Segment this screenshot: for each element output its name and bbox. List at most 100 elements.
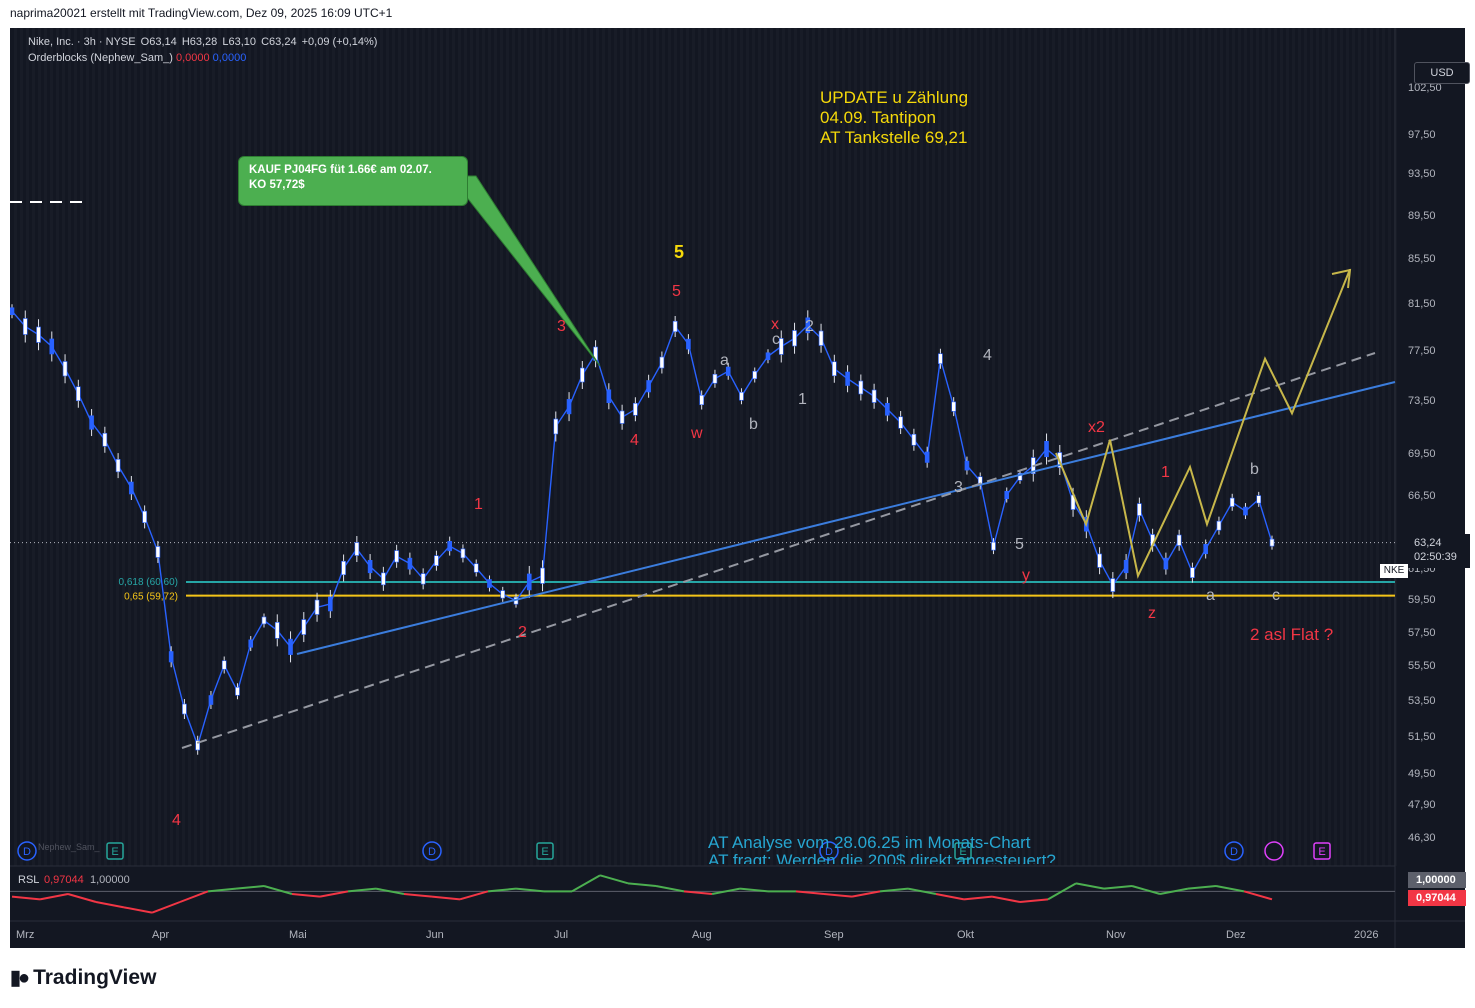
session-stripe	[122, 28, 125, 866]
wave-label: 4	[983, 347, 992, 364]
ohlc-open: 63,14	[149, 36, 177, 48]
session-stripe	[542, 28, 545, 866]
session-stripe	[836, 28, 839, 866]
rsi-segment	[151, 901, 181, 914]
session-stripe	[1148, 28, 1151, 866]
session-stripe	[1124, 28, 1127, 866]
session-stripe	[296, 28, 299, 866]
price-tick-label: 53,50	[1408, 695, 1436, 707]
session-stripe	[476, 28, 479, 866]
session-stripe	[686, 28, 689, 866]
symbol-price-tag: NKE	[1380, 564, 1408, 578]
earnings-label: E	[1318, 846, 1325, 858]
session-stripe	[824, 28, 827, 866]
candle-body	[407, 557, 413, 570]
candle-body	[699, 394, 704, 406]
wave-label: 4	[172, 812, 181, 829]
price-tick-label: 69,50	[1408, 448, 1436, 460]
session-stripe	[398, 28, 401, 866]
session-stripe	[986, 28, 989, 866]
wave-label: 2	[805, 318, 814, 335]
candle-body	[10, 307, 15, 316]
rsi-segment	[487, 887, 517, 893]
candle-body	[778, 338, 784, 355]
session-stripe	[1262, 28, 1265, 866]
candle-body	[924, 451, 930, 463]
candle-body	[991, 541, 996, 551]
candle-body	[102, 432, 108, 447]
session-stripe	[1118, 28, 1121, 866]
ohlc-low: 63,10	[228, 36, 257, 48]
session-stripe	[332, 28, 335, 866]
candle-body	[1229, 497, 1235, 507]
last-price-tag: 63,24 02:50:39	[1408, 534, 1470, 568]
session-stripe	[434, 28, 437, 866]
session-stripe	[140, 28, 143, 866]
session-stripe	[1370, 28, 1373, 866]
candle-body	[155, 546, 161, 558]
session-stripe	[26, 28, 29, 866]
session-stripe	[968, 28, 971, 866]
time-tick-label: Sep	[824, 929, 844, 941]
session-stripe	[302, 28, 305, 866]
dividend-marker	[17, 841, 37, 861]
indicator-value-2: 0,0000	[212, 52, 247, 64]
session-stripe	[416, 28, 419, 866]
session-stripe	[1238, 28, 1241, 866]
candle-body	[487, 579, 492, 588]
session-stripe	[1274, 28, 1277, 866]
indicator-header[interactable]: Orderblocks (Nephew_Sam_) 0,0000 0,0000	[28, 52, 246, 64]
session-stripe	[908, 28, 911, 866]
session-stripe	[1376, 28, 1379, 866]
session-stripe	[1352, 28, 1355, 866]
chart-frame[interactable]: 102,50 97,50 93,50 89,50 85,50 81,50 77,50 73,5…	[10, 28, 1470, 948]
candle-body	[1269, 538, 1275, 547]
candle-body	[553, 418, 559, 435]
session-stripe	[338, 28, 341, 866]
session-stripe	[260, 28, 263, 866]
dividend-marker	[819, 841, 839, 861]
tradingview-logo[interactable]: ▮● TradingView	[10, 965, 156, 990]
session-stripe	[236, 28, 239, 866]
session-stripe	[728, 28, 731, 866]
candle-body	[898, 416, 903, 429]
symbol-header[interactable]: Nike, Inc. · 3h · NYSE O63,14 H63,28 L63…	[28, 36, 377, 48]
session-stripe	[1070, 28, 1073, 866]
candle-body	[858, 380, 864, 395]
wave-label: x2	[1088, 419, 1105, 436]
candle-body	[328, 596, 333, 612]
buy-callout[interactable]: KAUF PJ04FG füt 1.66€ am 02.07. KO 57,72…	[238, 156, 468, 206]
update-note-line: UPDATE u Zählung	[820, 88, 969, 107]
time-tick-label: Jun	[426, 929, 444, 941]
session-stripe	[50, 28, 53, 866]
session-stripe	[1088, 28, 1091, 866]
session-stripe	[554, 28, 557, 866]
session-stripe	[1334, 28, 1337, 866]
session-stripe	[770, 28, 773, 866]
rsi-segment	[515, 887, 545, 893]
session-stripe	[470, 28, 473, 866]
session-stripe	[932, 28, 935, 866]
candle-body	[580, 367, 585, 383]
session-stripe	[716, 28, 719, 866]
wave-label: 3	[557, 318, 566, 335]
session-stripe	[146, 28, 149, 866]
session-stripe	[1382, 28, 1385, 866]
ohlc-low-label: L	[222, 36, 229, 48]
candle-body	[473, 563, 479, 573]
candle-body	[182, 703, 187, 715]
chart-canvas[interactable]: 102,50 97,50 93,50 89,50 85,50 81,50 77,50 73,5…	[10, 28, 1465, 948]
rsi-value: 0,97044	[44, 874, 84, 886]
session-stripe	[188, 28, 191, 866]
session-stripe	[290, 28, 293, 866]
rsi-segment	[935, 893, 965, 901]
session-stripe	[1010, 28, 1013, 866]
session-stripe	[1268, 28, 1271, 866]
candle-body	[606, 389, 612, 404]
candle-body	[712, 373, 718, 384]
currency-button[interactable]: USD	[1414, 62, 1470, 84]
session-stripe	[596, 28, 599, 866]
tradingview-logo-icon: ▮●	[10, 967, 30, 989]
price-tick-label: 66,50	[1408, 490, 1436, 502]
session-stripe	[404, 28, 407, 866]
